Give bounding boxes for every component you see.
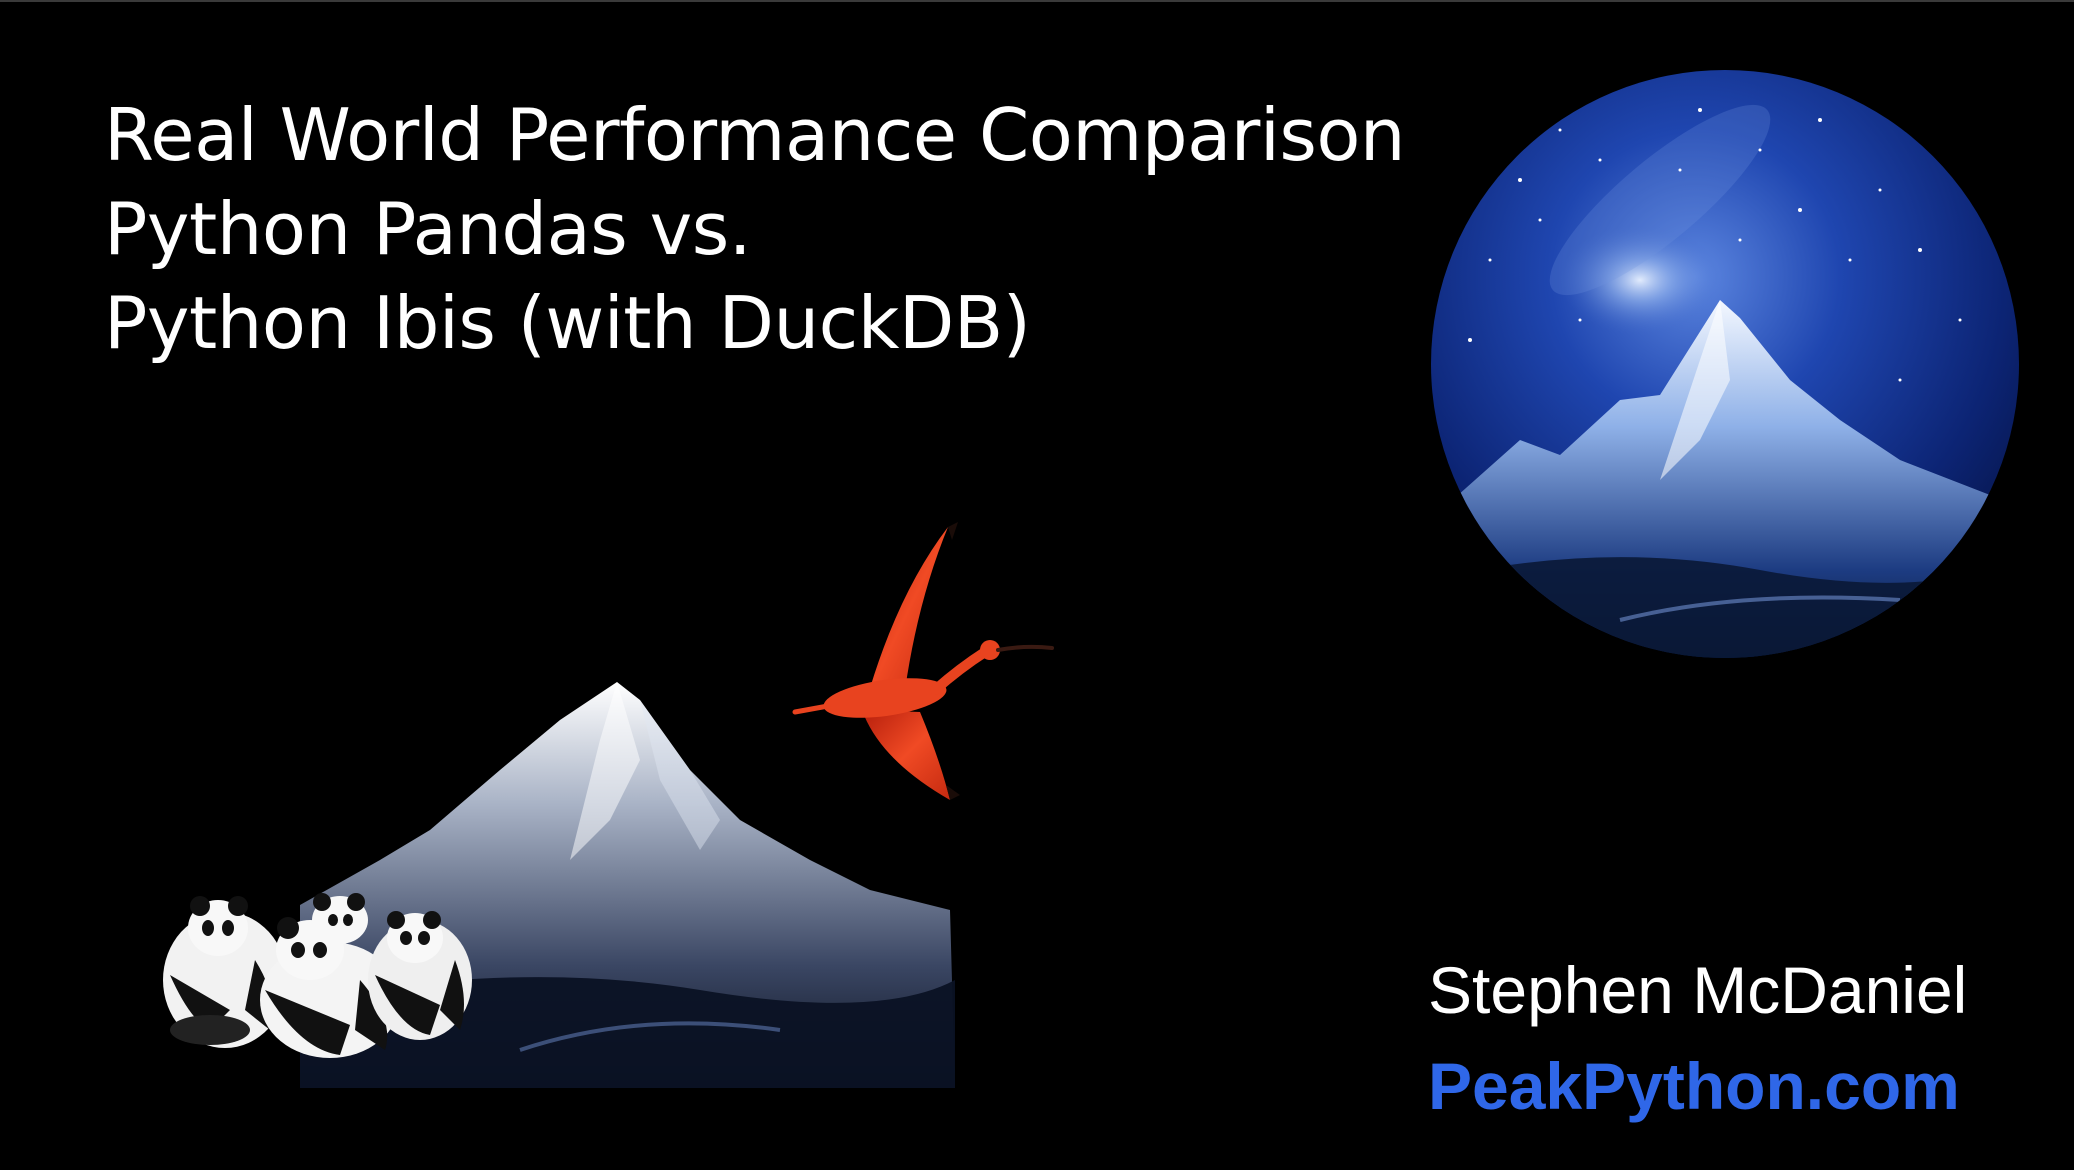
slide-title: Real World Performance Comparison Python…: [104, 88, 1406, 370]
website-link[interactable]: PeakPython.com: [1428, 1049, 1960, 1123]
title-line-3: Python Ibis (with DuckDB): [104, 281, 1031, 365]
mountain-night-circle-icon: [1431, 70, 2019, 658]
author-name: Stephen McDaniel: [1428, 953, 1968, 1027]
panda-group-icon: [163, 893, 472, 1058]
ibis-icon: [792, 522, 1054, 800]
top-divider: [0, 0, 2074, 2]
title-line-1: Real World Performance Comparison: [104, 93, 1406, 177]
title-line-2: Python Pandas vs.: [104, 187, 752, 271]
